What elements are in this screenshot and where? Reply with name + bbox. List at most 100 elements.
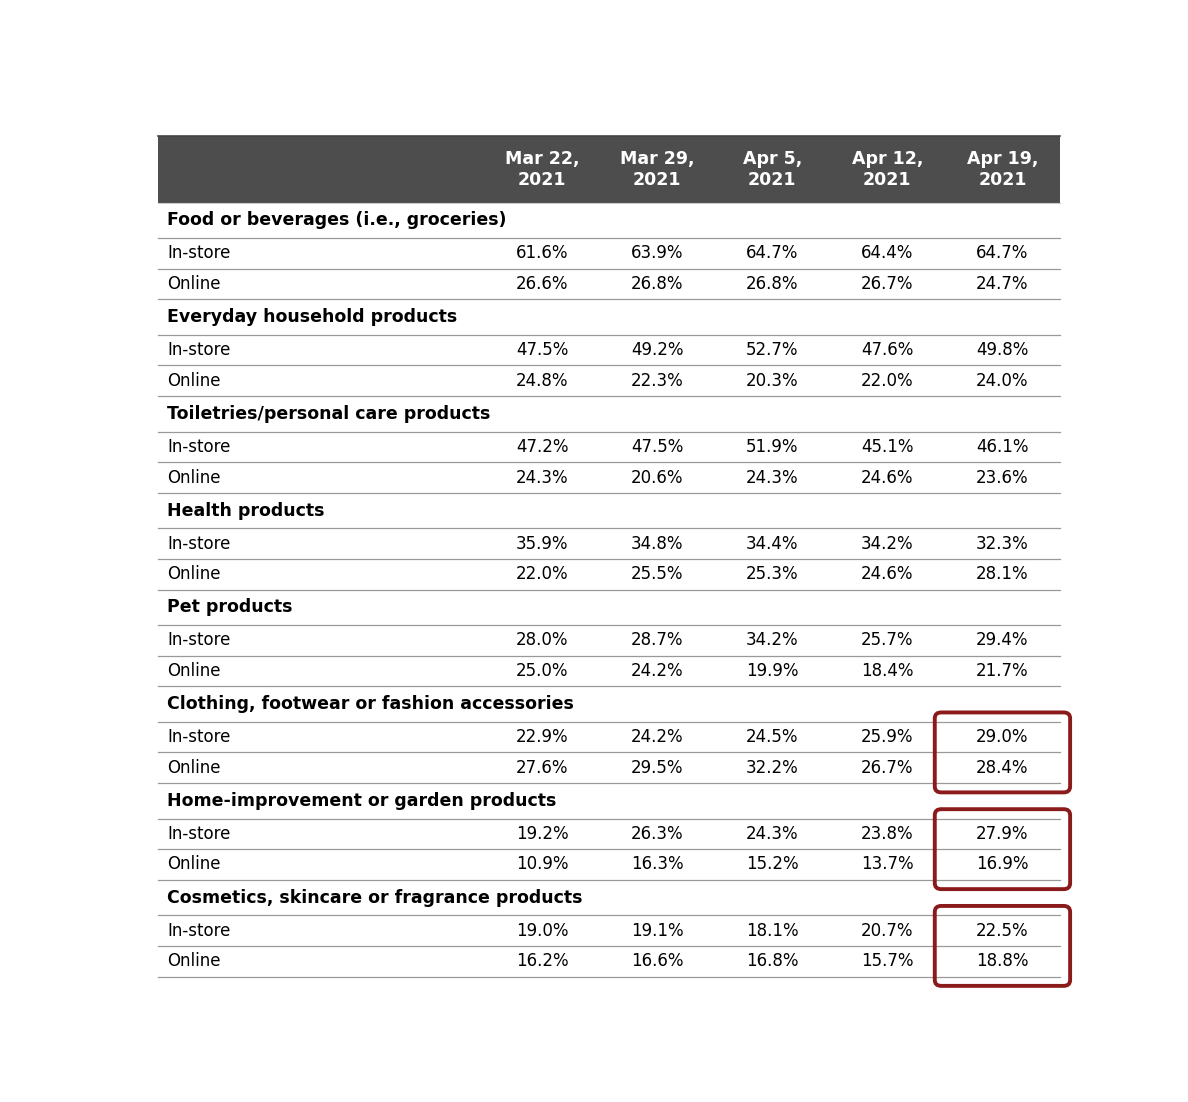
Text: 23.8%: 23.8% [861, 824, 914, 843]
Text: 34.2%: 34.2% [861, 534, 914, 552]
Text: Apr 12,
2021: Apr 12, 2021 [852, 150, 923, 190]
Text: 47.5%: 47.5% [516, 342, 568, 359]
Text: 24.8%: 24.8% [516, 371, 568, 390]
Text: Online: Online [166, 276, 221, 293]
Text: 16.3%: 16.3% [631, 855, 683, 874]
Text: Apr 19,
2021: Apr 19, 2021 [967, 150, 1038, 190]
Text: Pet products: Pet products [166, 598, 292, 616]
Text: In-store: In-store [166, 342, 230, 359]
Text: 45.1%: 45.1% [861, 437, 914, 456]
Text: 20.6%: 20.6% [631, 468, 683, 486]
Text: 26.7%: 26.7% [861, 759, 914, 777]
Text: Food or beverages (i.e., groceries): Food or beverages (i.e., groceries) [166, 212, 506, 229]
Text: 49.2%: 49.2% [631, 342, 683, 359]
Text: 28.4%: 28.4% [977, 759, 1029, 777]
Text: 24.2%: 24.2% [631, 662, 683, 680]
Text: 49.8%: 49.8% [977, 342, 1029, 359]
Text: 64.4%: 64.4% [861, 245, 914, 262]
Text: 24.7%: 24.7% [977, 276, 1029, 293]
Text: 24.6%: 24.6% [861, 565, 914, 583]
Text: 24.2%: 24.2% [631, 728, 683, 746]
Text: In-store: In-store [166, 534, 230, 552]
Text: 26.7%: 26.7% [861, 276, 914, 293]
Text: 18.8%: 18.8% [977, 952, 1029, 970]
Text: In-store: In-store [166, 728, 230, 746]
Text: Online: Online [166, 662, 221, 680]
Text: Online: Online [166, 565, 221, 583]
Text: 22.0%: 22.0% [516, 565, 568, 583]
Text: 28.7%: 28.7% [631, 631, 683, 649]
Text: 34.2%: 34.2% [746, 631, 798, 649]
Text: Cosmetics, skincare or fragrance products: Cosmetics, skincare or fragrance product… [166, 888, 582, 907]
Text: Health products: Health products [166, 501, 324, 519]
Text: Online: Online [166, 371, 221, 390]
Text: 18.4%: 18.4% [861, 662, 914, 680]
Text: Toiletries/personal care products: Toiletries/personal care products [166, 404, 491, 423]
Text: 64.7%: 64.7% [977, 245, 1029, 262]
Text: 32.3%: 32.3% [977, 534, 1029, 552]
Text: 25.9%: 25.9% [861, 728, 914, 746]
Text: 22.3%: 22.3% [631, 371, 683, 390]
Text: 28.1%: 28.1% [977, 565, 1029, 583]
Text: 26.6%: 26.6% [516, 276, 568, 293]
Text: 27.9%: 27.9% [977, 824, 1029, 843]
Text: In-store: In-store [166, 824, 230, 843]
Text: 46.1%: 46.1% [977, 437, 1029, 456]
Text: 25.5%: 25.5% [631, 565, 683, 583]
Text: 20.7%: 20.7% [861, 921, 914, 940]
Text: 61.6%: 61.6% [516, 245, 568, 262]
Text: 47.2%: 47.2% [516, 437, 568, 456]
Text: 16.8%: 16.8% [746, 952, 798, 970]
Text: 16.9%: 16.9% [977, 855, 1029, 874]
Text: Online: Online [166, 855, 221, 874]
Text: 22.5%: 22.5% [977, 921, 1029, 940]
Text: 10.9%: 10.9% [516, 855, 568, 874]
Text: 24.0%: 24.0% [977, 371, 1029, 390]
Text: 19.1%: 19.1% [631, 921, 683, 940]
Text: 26.8%: 26.8% [746, 276, 798, 293]
Text: In-store: In-store [166, 245, 230, 262]
Text: In-store: In-store [166, 437, 230, 456]
Text: 13.7%: 13.7% [861, 855, 914, 874]
Text: 16.6%: 16.6% [631, 952, 683, 970]
Text: Online: Online [166, 759, 221, 777]
Text: 23.6%: 23.6% [977, 468, 1029, 486]
Text: 24.6%: 24.6% [861, 468, 914, 486]
Text: 63.9%: 63.9% [631, 245, 683, 262]
Text: 19.9%: 19.9% [746, 662, 798, 680]
Text: 29.5%: 29.5% [631, 759, 683, 777]
Text: Apr 5,
2021: Apr 5, 2021 [742, 150, 802, 190]
Text: 64.7%: 64.7% [746, 245, 798, 262]
Text: 24.3%: 24.3% [746, 824, 798, 843]
Text: 15.2%: 15.2% [746, 855, 798, 874]
Text: 35.9%: 35.9% [516, 534, 568, 552]
Text: 18.1%: 18.1% [746, 921, 798, 940]
Text: 32.2%: 32.2% [746, 759, 798, 777]
Text: 28.0%: 28.0% [516, 631, 568, 649]
Text: 51.9%: 51.9% [746, 437, 798, 456]
Text: 15.7%: 15.7% [861, 952, 914, 970]
Text: 16.2%: 16.2% [516, 952, 568, 970]
Bar [158, 137, 1060, 203]
Text: 21.7%: 21.7% [977, 662, 1029, 680]
Text: 24.5%: 24.5% [746, 728, 798, 746]
Text: 25.3%: 25.3% [746, 565, 798, 583]
Text: Home-improvement or garden products: Home-improvement or garden products [166, 791, 556, 810]
Text: 29.0%: 29.0% [977, 728, 1029, 746]
Text: 22.9%: 22.9% [516, 728, 568, 746]
Text: 20.3%: 20.3% [746, 371, 798, 390]
Text: Everyday household products: Everyday household products [166, 309, 457, 326]
Text: In-store: In-store [166, 631, 230, 649]
Text: Mar 22,
2021: Mar 22, 2021 [505, 150, 580, 190]
Text: 26.3%: 26.3% [631, 824, 683, 843]
Text: 19.0%: 19.0% [516, 921, 568, 940]
Text: Online: Online [166, 952, 221, 970]
Text: 34.8%: 34.8% [631, 534, 683, 552]
Text: 19.2%: 19.2% [516, 824, 568, 843]
Text: 24.3%: 24.3% [746, 468, 798, 486]
Text: 25.7%: 25.7% [861, 631, 914, 649]
Text: 47.5%: 47.5% [631, 437, 683, 456]
Text: 52.7%: 52.7% [746, 342, 798, 359]
Text: Mar 29,
2021: Mar 29, 2021 [620, 150, 695, 190]
Text: 47.6%: 47.6% [861, 342, 914, 359]
